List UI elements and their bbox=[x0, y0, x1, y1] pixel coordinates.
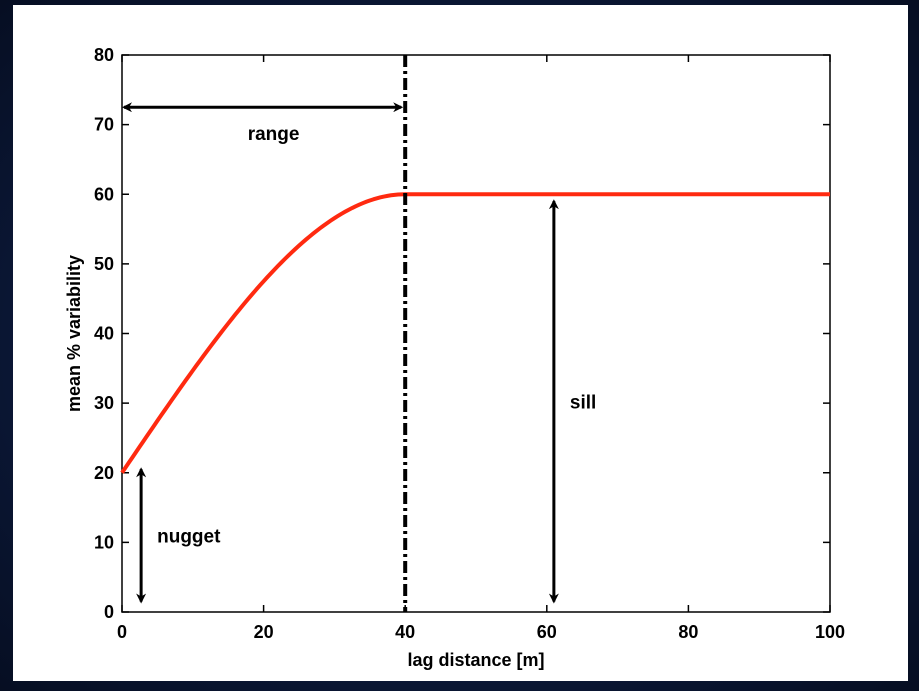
y-tick-label: 40 bbox=[94, 324, 114, 344]
y-tick-label: 10 bbox=[94, 532, 114, 552]
x-tick-label: 40 bbox=[395, 622, 415, 642]
x-tick-label: 60 bbox=[537, 622, 557, 642]
y-tick-label: 20 bbox=[94, 463, 114, 483]
y-axis-label: mean % variability bbox=[64, 255, 84, 412]
sill-label: sill bbox=[570, 392, 596, 413]
y-tick-label: 70 bbox=[94, 115, 114, 135]
y-tick-label: 60 bbox=[94, 184, 114, 204]
y-tick-label: 30 bbox=[94, 393, 114, 413]
figure-panel bbox=[13, 5, 908, 681]
y-tick-label: 80 bbox=[94, 45, 114, 65]
x-tick-label: 80 bbox=[678, 622, 698, 642]
x-tick-label: 20 bbox=[254, 622, 274, 642]
series bbox=[120, 192, 830, 474]
x-tick-label: 100 bbox=[815, 622, 845, 642]
y-tick-label: 0 bbox=[104, 602, 114, 622]
y-tick-label: 50 bbox=[94, 254, 114, 274]
annotations: range nugget sill bbox=[122, 55, 596, 612]
x-axis-label: lag distance [m] bbox=[407, 650, 544, 670]
variogram-curve bbox=[120, 192, 830, 474]
axes bbox=[121, 54, 831, 613]
ticks: 0 20 40 60 80 100 0 10 20 30 40 50 60 70 80 bbox=[94, 45, 845, 642]
x-tick-label: 0 bbox=[117, 622, 127, 642]
nugget-label: nugget bbox=[157, 526, 221, 547]
plot-box bbox=[121, 54, 831, 613]
range-label: range bbox=[248, 124, 300, 145]
